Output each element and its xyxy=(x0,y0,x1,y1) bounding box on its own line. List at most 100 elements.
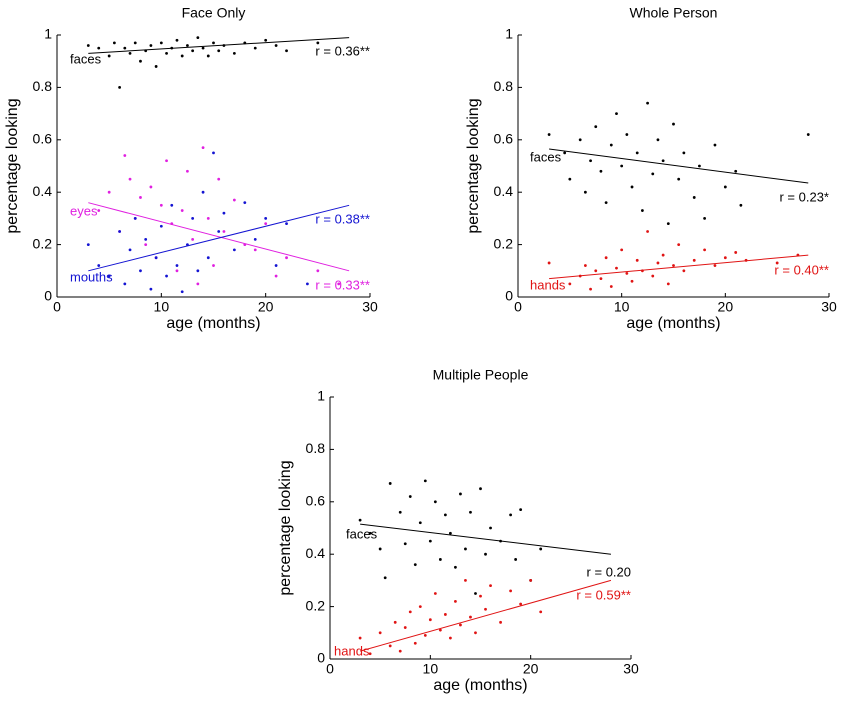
series-label: hands xyxy=(530,277,566,292)
y-tick-label: 0.8 xyxy=(494,78,514,94)
point xyxy=(398,649,402,653)
point xyxy=(97,264,101,267)
correlation-label: r = 0.33** xyxy=(315,277,370,292)
point xyxy=(149,287,153,291)
point xyxy=(206,256,210,260)
point xyxy=(180,290,184,294)
point xyxy=(563,151,567,155)
y-tick-label: 0.4 xyxy=(494,183,514,199)
point xyxy=(449,531,452,535)
point xyxy=(201,146,205,150)
y-tick-label: 0.6 xyxy=(494,131,514,147)
point xyxy=(149,185,153,189)
point xyxy=(599,277,603,281)
point xyxy=(682,151,686,155)
point xyxy=(413,563,417,567)
point xyxy=(217,177,221,181)
point xyxy=(539,547,543,551)
point xyxy=(630,279,634,283)
point xyxy=(635,258,639,262)
correlation-label: r = 0.40** xyxy=(774,262,829,277)
point xyxy=(418,605,422,608)
point xyxy=(423,634,427,637)
y-axis-label: percentage looking xyxy=(465,98,482,233)
y-axis-label: percentage looking xyxy=(277,460,294,595)
point xyxy=(253,237,257,241)
point xyxy=(589,287,592,291)
point xyxy=(666,282,670,286)
point xyxy=(682,269,686,273)
point xyxy=(459,492,462,496)
point xyxy=(264,38,268,42)
point xyxy=(206,54,210,58)
point xyxy=(97,209,101,212)
point xyxy=(170,203,174,207)
point xyxy=(615,266,618,270)
y-axis-label: percentage looking xyxy=(4,98,21,233)
point xyxy=(128,177,132,181)
point xyxy=(264,222,268,226)
x-tick-label: 30 xyxy=(362,299,378,315)
series-label: hands xyxy=(334,643,370,658)
y-tick-label: 0.4 xyxy=(306,545,326,561)
point xyxy=(641,209,644,212)
correlation-label: r = 0.59** xyxy=(576,587,631,602)
point xyxy=(206,217,210,220)
point xyxy=(274,44,278,47)
point xyxy=(438,558,442,561)
point xyxy=(222,211,226,215)
point xyxy=(107,54,111,58)
point xyxy=(274,274,278,278)
point xyxy=(604,201,608,205)
point xyxy=(474,592,477,595)
point xyxy=(388,482,392,485)
point xyxy=(133,41,137,45)
point xyxy=(418,521,422,525)
point xyxy=(285,49,288,53)
point xyxy=(123,46,127,50)
point xyxy=(519,508,523,512)
point xyxy=(285,222,288,226)
series-label: faces xyxy=(530,149,562,164)
point xyxy=(118,230,121,233)
series-label: eyes xyxy=(70,203,98,218)
point xyxy=(454,599,457,603)
point xyxy=(232,51,236,55)
correlation-label: r = 0.36** xyxy=(315,43,370,58)
point xyxy=(469,615,472,619)
point xyxy=(474,631,477,635)
point xyxy=(180,209,184,212)
point xyxy=(368,531,372,535)
y-tick-label: 0 xyxy=(44,288,52,304)
correlation-label: r = 0.23* xyxy=(779,189,829,204)
point xyxy=(243,201,247,205)
point xyxy=(139,196,142,199)
point xyxy=(222,230,226,233)
point xyxy=(509,589,512,593)
point xyxy=(139,59,142,63)
point xyxy=(464,579,467,582)
point xyxy=(212,264,215,267)
point xyxy=(651,274,655,278)
point xyxy=(635,151,639,155)
point xyxy=(393,620,397,624)
point xyxy=(232,248,236,252)
point xyxy=(191,49,195,53)
point xyxy=(489,526,492,530)
point xyxy=(175,38,179,42)
point xyxy=(154,256,158,260)
point xyxy=(154,65,158,68)
x-tick-label: 20 xyxy=(718,299,734,315)
point xyxy=(677,243,681,247)
point xyxy=(139,269,142,273)
point xyxy=(609,285,613,288)
fit-line xyxy=(359,579,612,652)
chart-title: Face Only xyxy=(182,5,246,21)
point xyxy=(499,620,502,624)
x-tick-label: 10 xyxy=(154,299,170,315)
point xyxy=(180,54,184,58)
point xyxy=(107,274,111,278)
point xyxy=(646,230,649,233)
chart-title: Multiple People xyxy=(433,367,529,383)
point xyxy=(672,264,675,267)
